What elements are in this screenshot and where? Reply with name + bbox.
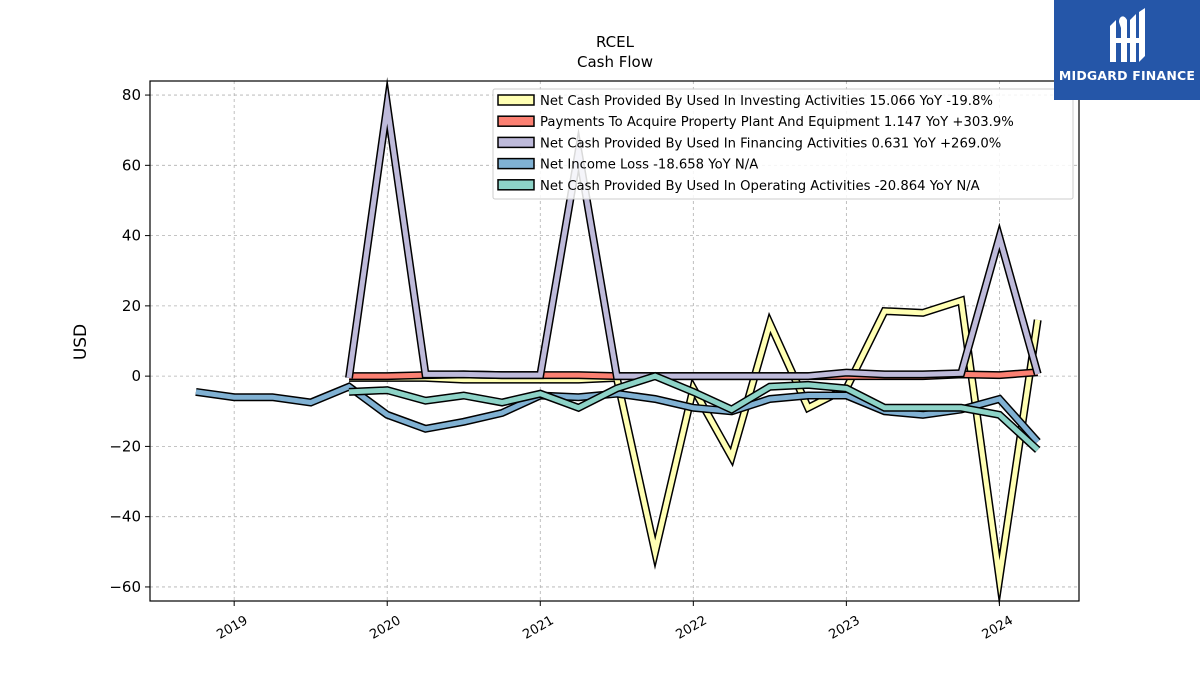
x-tick-label: 2023 (827, 613, 863, 643)
series-line (195, 383, 1040, 444)
y-tick-label: −20 (109, 437, 141, 455)
y-axis: −60 −40 −20 0 20 40 60 80 (109, 86, 150, 596)
x-tick-label: 2019 (214, 613, 250, 643)
series-3 (195, 382, 1041, 445)
legend-entry: Net Cash Provided By Used In Operating A… (540, 179, 980, 194)
legend-swatch (497, 94, 535, 106)
y-tick-label: −40 (109, 508, 141, 526)
legend-entry: Payments To Acquire Property Plant And E… (540, 115, 1014, 130)
logo-mark-icon (1110, 8, 1145, 62)
legend-entry: Net Cash Provided By Used In Financing A… (540, 136, 1001, 151)
series-line (349, 297, 1041, 596)
legend-box (492, 88, 1074, 200)
legend-swatch (497, 115, 535, 127)
legend-swatch (497, 136, 535, 149)
x-tick-label: 2021 (520, 613, 556, 643)
y-axis-label: USD (71, 324, 91, 360)
series-line (348, 373, 1040, 452)
legend: Net Cash Provided By Used In Investing A… (492, 88, 1074, 200)
legend-entry: Net Income Loss -18.658 YoY N/A (540, 158, 758, 173)
y-tick-label: 80 (122, 86, 141, 104)
logo-text: MIDGARD FINANCE (1058, 68, 1196, 83)
legend-swatch (497, 179, 535, 191)
y-tick-label: 60 (122, 156, 141, 174)
series-2 (345, 77, 1042, 381)
y-tick-label: 0 (131, 367, 141, 385)
series-0 (349, 295, 1042, 607)
series-layer (195, 77, 1042, 607)
y-tick-label: −60 (109, 578, 141, 596)
midgard-finance-logo: MIDGARD FINANCE (1054, 0, 1200, 100)
x-tick-label: 2024 (980, 613, 1016, 643)
plot-frame (149, 80, 1080, 602)
legend-swatch (497, 157, 535, 170)
x-tick-label: 2020 (367, 613, 403, 643)
x-axis: 2019 2020 2021 2022 2023 2024 (214, 601, 1016, 643)
series-line (346, 87, 1041, 379)
chart-title: RCEL (596, 33, 635, 51)
series-4 (348, 371, 1041, 453)
legend-entry: Net Cash Provided By Used In Investing A… (540, 94, 993, 109)
chart-subtitle: Cash Flow (577, 53, 653, 71)
y-tick-label: 40 (122, 227, 141, 245)
x-tick-label: 2022 (673, 613, 709, 643)
series-line-outline (349, 295, 1042, 607)
y-tick-label: 20 (122, 297, 141, 315)
